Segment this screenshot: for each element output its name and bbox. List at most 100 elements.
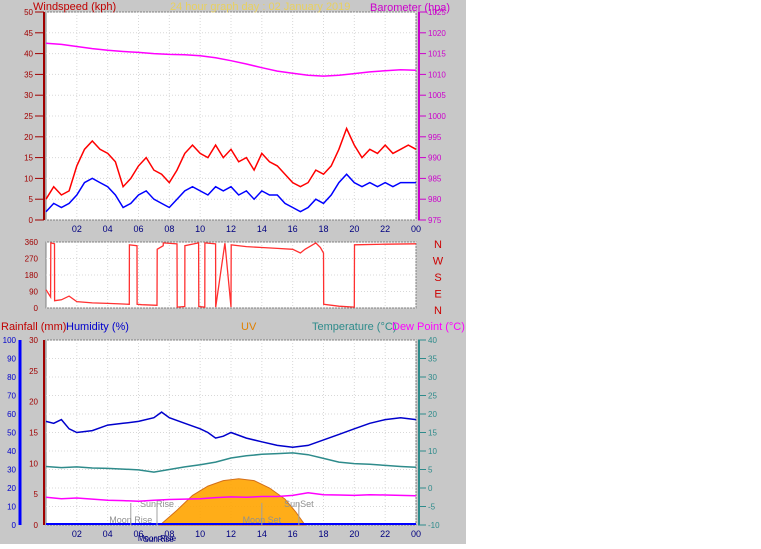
rainfall-tick-label: 25 [29,367,38,376]
event-label: Moon Rise [109,515,152,525]
temperature-tick-label: 30 [428,373,437,382]
event-label: Moon Set [243,515,282,525]
barometer-line [45,42,417,77]
wind-x-tick-label: 08 [164,224,174,234]
barometer-tick-label: 985 [428,174,442,183]
rainfall-tick-label: 20 [29,398,38,407]
wind-x-tick-label: 06 [133,224,143,234]
rainfall-tick-label: 30 [29,336,38,345]
temp-x-tick-label: 08 [164,529,174,539]
windspeed-tick-label: 15 [24,154,33,163]
windspeed-tick-label: 45 [24,29,33,38]
temp-humidity-grid [46,339,417,526]
windspeed-tick-label: 30 [24,91,33,100]
temp-x-tick-label: 16 [288,529,298,539]
windspeed-tick-label: 50 [24,8,33,17]
rainfall-tick-label: 15 [29,429,38,438]
temp-x-tick-label: 22 [380,529,390,539]
wind-x-tick-label: 10 [195,224,205,234]
temp-x-tick-label: 20 [349,529,359,539]
temp-x-tick-label: 14 [257,529,267,539]
windspeed-tick-label: 35 [24,70,33,79]
wind-x-tick-label: 00 [411,224,421,234]
temp-x-tick-label: 18 [318,529,328,539]
graph-title: 24 hour graph day : 02 January 2019 [170,1,350,13]
temperature-line [45,452,417,473]
barometer-tick-label: 995 [428,133,442,142]
temperature-label: Temperature (°C) [312,321,396,333]
windspeed-tick-label: 25 [24,112,33,121]
barometer-tick-label: 1020 [428,29,446,38]
wind-x-tick-label: 22 [380,224,390,234]
temp-x-tick-label: 10 [195,529,205,539]
humidity-tick-label: 50 [7,429,16,438]
humidity-tick-label: 100 [3,336,17,345]
wind-baro-series [45,42,417,213]
temperature-tick-label: 0 [428,484,433,493]
dew-point-label: Dew Point (°C) [392,321,465,333]
temperature-tick-label: 25 [428,392,437,401]
direction-tick-label: 270 [25,255,39,264]
temp-x-tick-label: 02 [72,529,82,539]
bottom-event-label: Moon Rise [138,534,177,543]
event-label: SunRise [140,499,174,509]
windspeed-tick-label: 5 [29,195,34,204]
direction-tick-label: 90 [29,288,38,297]
bottom-event-label: SunRise [143,535,174,544]
wind-x-tick-label: 20 [349,224,359,234]
barometer-tick-label: 1025 [428,8,446,17]
direction-tick-label: 360 [25,238,39,247]
humidity-tick-label: 0 [12,521,17,530]
rainfall-label: Rainfall (mm) [1,321,66,333]
dew-point-line [45,492,417,503]
temperature-tick-label: 40 [428,336,437,345]
wind-average-line [45,173,416,213]
direction-tick-label: 180 [25,271,39,280]
event-label: SunSet [284,499,314,509]
humidity-tick-label: 30 [7,466,16,475]
humidity-tick-label: 80 [7,373,16,382]
barometer-axis-title: Barometer (hpa) [370,2,450,14]
wind-x-tick-label: 04 [103,224,113,234]
humidity-line [45,411,417,449]
barometer-tick-label: 975 [428,216,442,225]
barometer-tick-label: 1010 [428,70,446,79]
barometer-tick-label: 1015 [428,50,446,59]
compass-label: W [433,256,444,268]
windspeed-tick-label: 20 [24,133,33,142]
humidity-tick-label: 70 [7,392,16,401]
temperature-tick-label: 10 [428,447,437,456]
barometer-tick-label: 980 [428,195,442,204]
wind-baro-plot-area [45,11,417,221]
compass-label: E [434,289,441,301]
humidity-tick-label: 90 [7,355,16,364]
windspeed-axis-title: Windspeed (kph) [33,1,116,13]
temp-x-tick-label: 00 [411,529,421,539]
direction-tick-label: 0 [34,304,39,313]
windspeed-tick-label: 10 [24,174,33,183]
humidity-label: Humidity (%) [66,321,129,333]
weather-graph-svg: 0510152025303540455097598098599099510001… [1,1,465,544]
wind-x-tick-label: 18 [318,224,328,234]
wind-x-tick-label: 16 [288,224,298,234]
temp-x-tick-label: 04 [103,529,113,539]
humidity-tick-label: 40 [7,447,16,456]
temp-x-tick-label: 12 [226,529,236,539]
uv-label: UV [241,321,257,333]
compass-label: N [434,305,442,317]
barometer-tick-label: 1005 [428,91,446,100]
uv-area [158,478,306,526]
wind-gust-line [45,126,417,200]
humidity-tick-label: 20 [7,484,16,493]
wind-x-tick-label: 02 [72,224,82,234]
rainfall-tick-label: 0 [34,521,39,530]
windspeed-tick-label: 40 [24,50,33,59]
temperature-tick-label: 15 [428,429,437,438]
windspeed-tick-label: 0 [29,216,34,225]
temp-humidity-axes: 0102030405060708090100051015202530-10-50… [3,336,440,544]
temperature-tick-label: -10 [428,521,440,530]
temperature-tick-label: 20 [428,410,437,419]
humidity-tick-label: 10 [7,503,16,512]
